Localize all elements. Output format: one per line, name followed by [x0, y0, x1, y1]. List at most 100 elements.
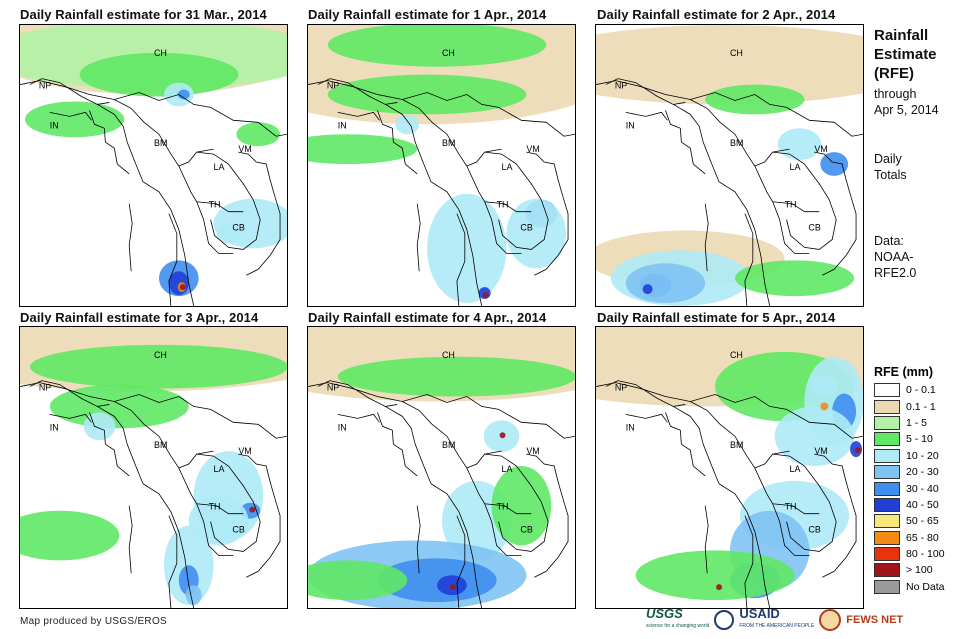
- map-graphic: CH NP IN BM LA VM TH CB: [596, 25, 863, 306]
- map-graphic: CH NP IN BM LA VM TH CB: [596, 327, 863, 608]
- rain-cell: [179, 284, 186, 291]
- fews-logo: FEWS NET: [846, 614, 904, 626]
- rain-cell: [79, 52, 239, 97]
- border-line: [337, 413, 380, 423]
- sidebar-title-1: Rainfall: [874, 27, 929, 44]
- rain-cell: [774, 406, 855, 467]
- border-line: [690, 401, 790, 469]
- rain-cell: [327, 74, 527, 115]
- rain-cell: [716, 584, 723, 591]
- country-label: IN: [50, 422, 59, 432]
- border-line: [772, 201, 810, 254]
- country-label: CH: [730, 48, 743, 58]
- border-line: [625, 111, 668, 121]
- border-line: [178, 165, 244, 213]
- usaid-logo-text: USAID: [739, 606, 780, 621]
- rain-cell: [777, 128, 822, 161]
- legend-item: > 100: [874, 562, 945, 578]
- rainfall-map-2: CH NP IN BM LA VM TH CB: [307, 24, 576, 307]
- panel-title-4: Daily Rainfall estimate for 3 Apr., 2014: [20, 310, 259, 325]
- rainfall-field: [20, 327, 287, 606]
- country-label: CB: [232, 525, 244, 535]
- rain-cell: [482, 292, 489, 299]
- rain-cell: [625, 263, 706, 304]
- rain-cell: [506, 198, 567, 269]
- rain-cell: [395, 114, 420, 135]
- border-line: [466, 165, 532, 213]
- usaid-logo: USAID FROM THE AMERICAN PEOPLE: [739, 607, 814, 633]
- rain-cell: [49, 384, 189, 429]
- rainfall-map-6: CH NP IN BM LA VM TH CB: [595, 326, 864, 609]
- country-label: CH: [154, 350, 167, 360]
- country-label: IN: [338, 120, 347, 130]
- map-credit: Map produced by USGS/EROS: [20, 616, 168, 627]
- border-line: [704, 203, 709, 272]
- legend-swatch: [874, 547, 900, 562]
- rain-cell: [820, 152, 849, 176]
- border-line: [196, 503, 234, 556]
- country-borders: [596, 380, 863, 608]
- legend-label: > 100: [906, 564, 933, 577]
- country-borders: [308, 380, 575, 608]
- border-line: [89, 412, 130, 477]
- country-label: VM: [814, 446, 827, 456]
- legend-title: RFE (mm): [874, 365, 934, 379]
- country-label: VM: [526, 446, 539, 456]
- border-line: [596, 382, 863, 439]
- border-line: [114, 401, 214, 469]
- border-line: [665, 412, 706, 477]
- rain-cell: [337, 356, 575, 397]
- border-line: [317, 78, 398, 105]
- legend-label: 1 - 5: [906, 416, 928, 429]
- legend-swatch: [874, 399, 900, 414]
- sidebar-title-3: (RFE): [874, 65, 914, 82]
- border-line: [49, 413, 92, 423]
- country-label: NP: [615, 383, 627, 393]
- rainfall-map-5: CH NP IN BM LA VM TH CB: [307, 326, 576, 609]
- country-label: VM: [814, 144, 827, 154]
- legend-item: 50 - 65: [874, 513, 945, 529]
- country-label: LA: [502, 464, 513, 474]
- legend-label: 40 - 50: [906, 498, 939, 511]
- legend-item: 1 - 5: [874, 415, 945, 431]
- legend-item: 0.1 - 1: [874, 398, 945, 414]
- panel-title-3: Daily Rainfall estimate for 2 Apr., 2014: [597, 7, 836, 22]
- usaid-tagline: FROM THE AMERICAN PEOPLE: [739, 623, 815, 629]
- country-label: LA: [214, 464, 225, 474]
- border-line: [416, 203, 421, 272]
- country-label: NP: [39, 81, 51, 91]
- country-label: BM: [442, 138, 455, 148]
- country-label: LA: [214, 162, 225, 172]
- rain-cell: [20, 510, 120, 561]
- data-label: Data:: [874, 234, 904, 248]
- rain-cell: [188, 495, 249, 546]
- rainfall-field: [308, 25, 575, 304]
- country-label: BM: [442, 440, 455, 450]
- rain-cell: [83, 412, 116, 441]
- rain-cell: [216, 223, 241, 244]
- country-label: CH: [442, 350, 455, 360]
- country-label: BM: [154, 440, 167, 450]
- rain-cell: [377, 558, 497, 603]
- legend-swatch: [874, 415, 900, 430]
- border-line: [526, 453, 569, 578]
- rain-cell: [168, 271, 189, 296]
- totals-label: Totals: [874, 168, 907, 182]
- legend-item: 10 - 20: [874, 448, 945, 464]
- rain-cell: [596, 25, 863, 105]
- country-label: NP: [615, 81, 627, 91]
- legend-swatch: [874, 579, 900, 594]
- country-label: CB: [808, 223, 820, 233]
- border-line: [484, 201, 522, 254]
- border-line: [97, 104, 195, 306]
- rain-cell: [734, 260, 855, 297]
- border-line: [97, 406, 195, 608]
- legend-item: 40 - 50: [874, 497, 945, 513]
- legend-item: 20 - 30: [874, 464, 945, 480]
- through-label: through: [874, 87, 917, 101]
- rain-cell: [810, 376, 839, 397]
- legend-item: 5 - 10: [874, 431, 945, 447]
- panel-title-5: Daily Rainfall estimate for 4 Apr., 2014: [308, 310, 547, 325]
- legend-swatch: [874, 481, 900, 496]
- country-label: CH: [442, 48, 455, 58]
